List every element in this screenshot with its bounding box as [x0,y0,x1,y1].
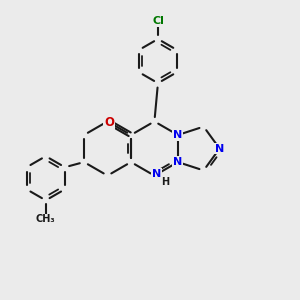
Text: N: N [173,130,182,140]
Text: O: O [104,116,114,129]
Text: N: N [152,169,161,179]
Text: N: N [173,157,182,167]
Text: Cl: Cl [152,16,164,26]
Text: CH₃: CH₃ [36,214,56,224]
Text: N: N [215,143,224,154]
Text: H: H [161,176,169,187]
